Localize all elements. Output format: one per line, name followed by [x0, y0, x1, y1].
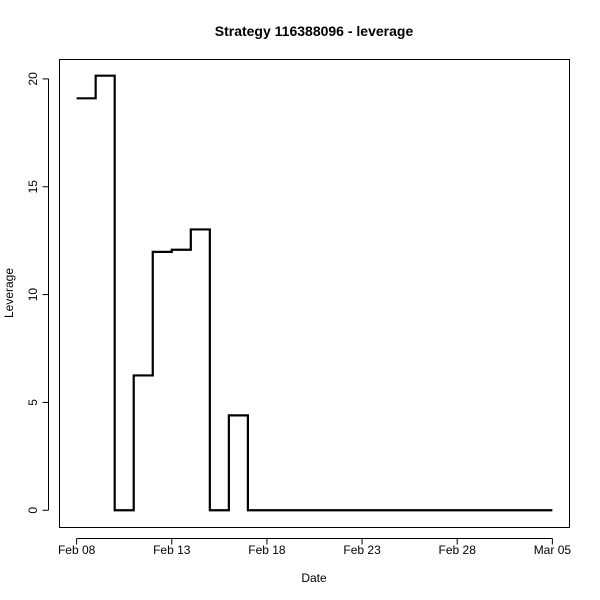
x-axis-label: Date [301, 571, 327, 585]
x-axis: Feb 08 Feb 13 Feb 18 Feb 23 Feb 28 Mar 05 [58, 538, 572, 557]
x-tick-label: Feb 28 [439, 543, 477, 557]
x-tick-label: Mar 05 [534, 543, 572, 557]
y-tick-label: 20 [26, 72, 40, 86]
y-tick-label: 10 [26, 288, 40, 302]
chart-title: Strategy 116388096 - leverage [215, 23, 414, 39]
y-tick-label: 5 [26, 399, 40, 406]
y-tick-label: 0 [26, 507, 40, 514]
plot-area-border [59, 59, 570, 528]
x-tick-label: Feb 18 [248, 543, 286, 557]
y-axis: 0 5 10 15 20 [26, 72, 49, 514]
x-tick-label: Feb 13 [153, 543, 191, 557]
x-tick-label: Feb 08 [58, 543, 96, 557]
y-axis-label: Leverage [2, 268, 16, 318]
series-line-leverage [76, 74, 553, 512]
series-layer [76, 74, 553, 512]
y-tick-label: 15 [26, 180, 40, 194]
x-tick-label: Feb 23 [343, 543, 381, 557]
